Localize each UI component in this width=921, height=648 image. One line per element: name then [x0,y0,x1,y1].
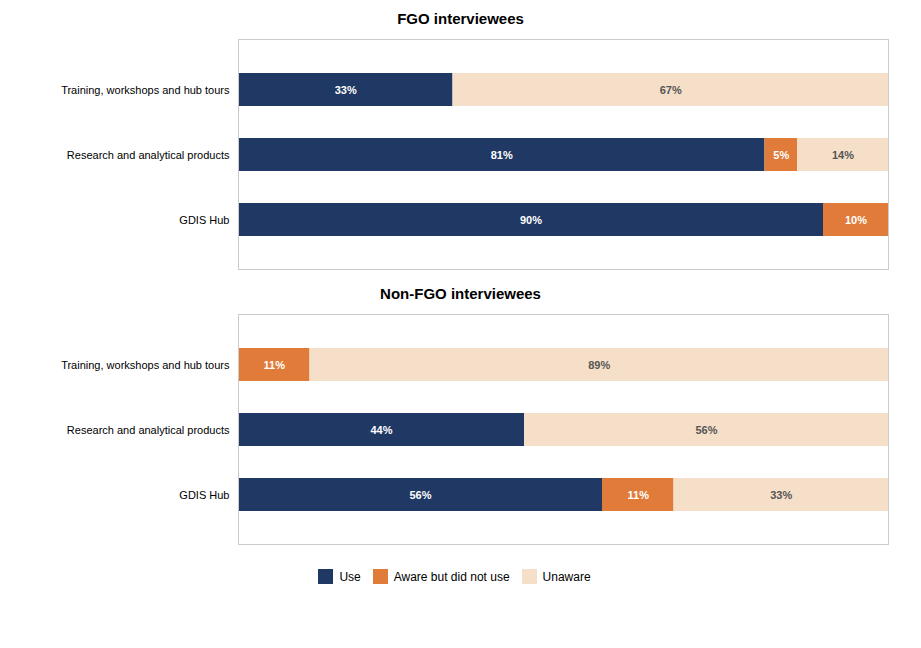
svg-text:Research and analytical produc: Research and analytical products [67,149,230,161]
svg-text:11%: 11% [628,489,650,501]
svg-text:90%: 90% [520,214,542,226]
svg-text:GDIS Hub: GDIS Hub [179,489,229,501]
svg-text:Training, workshops and hub to: Training, workshops and hub tours [61,84,230,96]
svg-text:5%: 5% [773,149,789,161]
html-text:Aware but did not use: Aware but did not use [393,569,510,584]
html-text:FGO interviewees: FGO interviewees [397,10,524,27]
svg-text:56%: 56% [409,489,431,501]
svg-text:44%: 44% [370,424,392,436]
svg-text:Training, workshops and hub to: Training, workshops and hub tours [61,359,230,371]
html-text:Non-FGO interviewees: Non-FGO interviewees [380,285,541,302]
svg-text:33%: 33% [770,489,792,501]
html-text:Unaware: Unaware [542,569,591,584]
svg-text:Research and analytical produc: Research and analytical products [67,424,230,436]
svg-text:56%: 56% [695,424,717,436]
svg-text:81%: 81% [491,149,513,161]
svg-text:11%: 11% [264,359,286,371]
svg-text:67%: 67% [660,84,682,96]
svg-text:10%: 10% [845,214,867,226]
svg-text:33%: 33% [335,84,357,96]
html-text:Use: Use [339,569,361,584]
svg-text:89%: 89% [588,359,610,371]
svg-text:GDIS Hub: GDIS Hub [179,214,229,226]
svg-text:14%: 14% [832,149,854,161]
